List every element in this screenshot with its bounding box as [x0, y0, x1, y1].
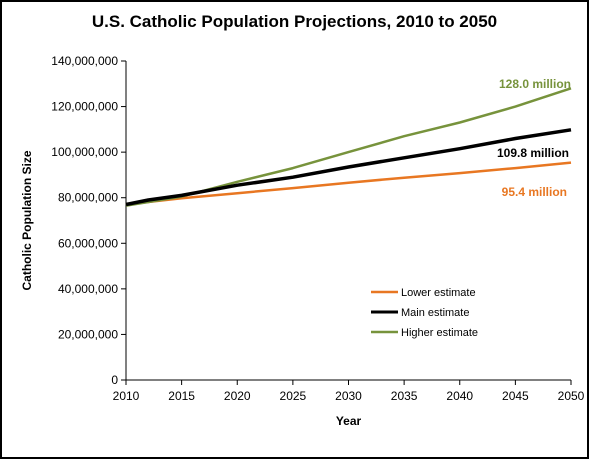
- chart-title: U.S. Catholic Population Projections, 20…: [91, 12, 498, 31]
- x-tick-label: 2050: [558, 389, 585, 403]
- y-axis-title: Catholic Population Size: [20, 150, 34, 290]
- end-label-lower-estimate: 95.4 million: [502, 185, 567, 199]
- x-axis-title: Year: [336, 414, 362, 428]
- legend-label: Higher estimate: [401, 327, 478, 339]
- x-tick-label: 2020: [224, 389, 251, 403]
- series-line-lower-estimate: [125, 161, 572, 206]
- x-tick-label: 2030: [335, 389, 362, 403]
- legend-label: Main estimate: [401, 307, 469, 319]
- x-tick-label: 2045: [502, 389, 529, 403]
- x-tick-label: 2015: [168, 389, 195, 403]
- y-tick-label: 40,000,000: [58, 282, 118, 296]
- legend-label: Lower estimate: [401, 287, 476, 299]
- end-label-main-estimate: 109.8 million: [497, 146, 569, 160]
- x-tick-label: 2040: [446, 389, 473, 403]
- y-tick-label: 0: [111, 373, 118, 387]
- y-tick-label: 100,000,000: [51, 145, 118, 159]
- series-line-main-estimate: [125, 128, 572, 207]
- x-tick-label: 2025: [280, 389, 307, 403]
- y-tick-label: 60,000,000: [58, 236, 118, 250]
- y-tick-label: 20,000,000: [58, 327, 118, 341]
- x-tick-label: 2035: [391, 389, 418, 403]
- y-tick-label: 140,000,000: [51, 54, 118, 68]
- y-tick-label: 120,000,000: [51, 100, 118, 114]
- x-tick-label: 2010: [113, 389, 140, 403]
- end-label-higher-estimate: 128.0 million: [499, 77, 571, 91]
- y-tick-label: 80,000,000: [58, 191, 118, 205]
